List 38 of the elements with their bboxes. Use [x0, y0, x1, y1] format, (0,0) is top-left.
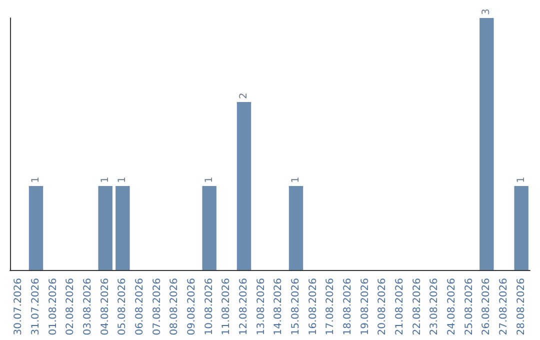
x-tick-label: 26.08.2026	[481, 278, 492, 336]
x-tick-label: 18.08.2026	[342, 278, 354, 336]
x-tick-label: 14.08.2026	[273, 278, 284, 336]
data-label: 1	[516, 176, 527, 183]
x-tick-label: 07.08.2026	[152, 278, 163, 336]
x-tick-label: 27.08.2026	[498, 278, 510, 336]
x-tick-label: 28.08.2026	[516, 278, 527, 336]
x-tick-label: 25.08.2026	[464, 278, 475, 336]
data-label: 2	[238, 92, 250, 99]
data-label: 1	[100, 176, 111, 183]
x-tick-label: 24.08.2026	[446, 278, 458, 336]
x-tick-label: 09.08.2026	[186, 278, 198, 336]
x-tick-label: 13.08.2026	[256, 278, 267, 336]
x-tick-label: 11.08.2026	[221, 278, 232, 336]
data-label: 3	[481, 8, 492, 15]
x-tick-label: 23.08.2026	[429, 278, 440, 336]
x-tick-label: 01.08.2026	[48, 278, 59, 336]
x-tick-label: 02.08.2026	[65, 278, 76, 336]
x-tick-label: 15.08.2026	[290, 278, 302, 336]
data-label: 1	[30, 176, 42, 183]
x-tick-label: 19.08.2026	[360, 278, 371, 336]
data-label: 1	[204, 176, 215, 183]
x-tick-label: 30.07.2026	[13, 278, 24, 336]
x-tick-label: 22.08.2026	[412, 278, 423, 336]
x-tick-label: 17.08.2026	[325, 278, 336, 336]
x-tick-label: 16.08.2026	[308, 278, 319, 336]
x-tick-label: 31.07.2026	[30, 278, 42, 336]
data-label: 1	[117, 176, 128, 183]
x-tick-label: 20.08.2026	[377, 278, 388, 336]
x-tick-label: 21.08.2026	[394, 278, 406, 336]
data-label: 1	[290, 176, 302, 183]
x-tick-label: 06.08.2026	[134, 278, 146, 336]
x-tick-label: 12.08.2026	[238, 278, 250, 336]
x-tick-label: 08.08.2026	[169, 278, 180, 336]
x-tick-label: 10.08.2026	[204, 278, 215, 336]
x-tick-label: 04.08.2026	[100, 278, 111, 336]
x-tick-label: 03.08.2026	[82, 278, 94, 336]
x-tick-label: 05.08.2026	[117, 278, 128, 336]
